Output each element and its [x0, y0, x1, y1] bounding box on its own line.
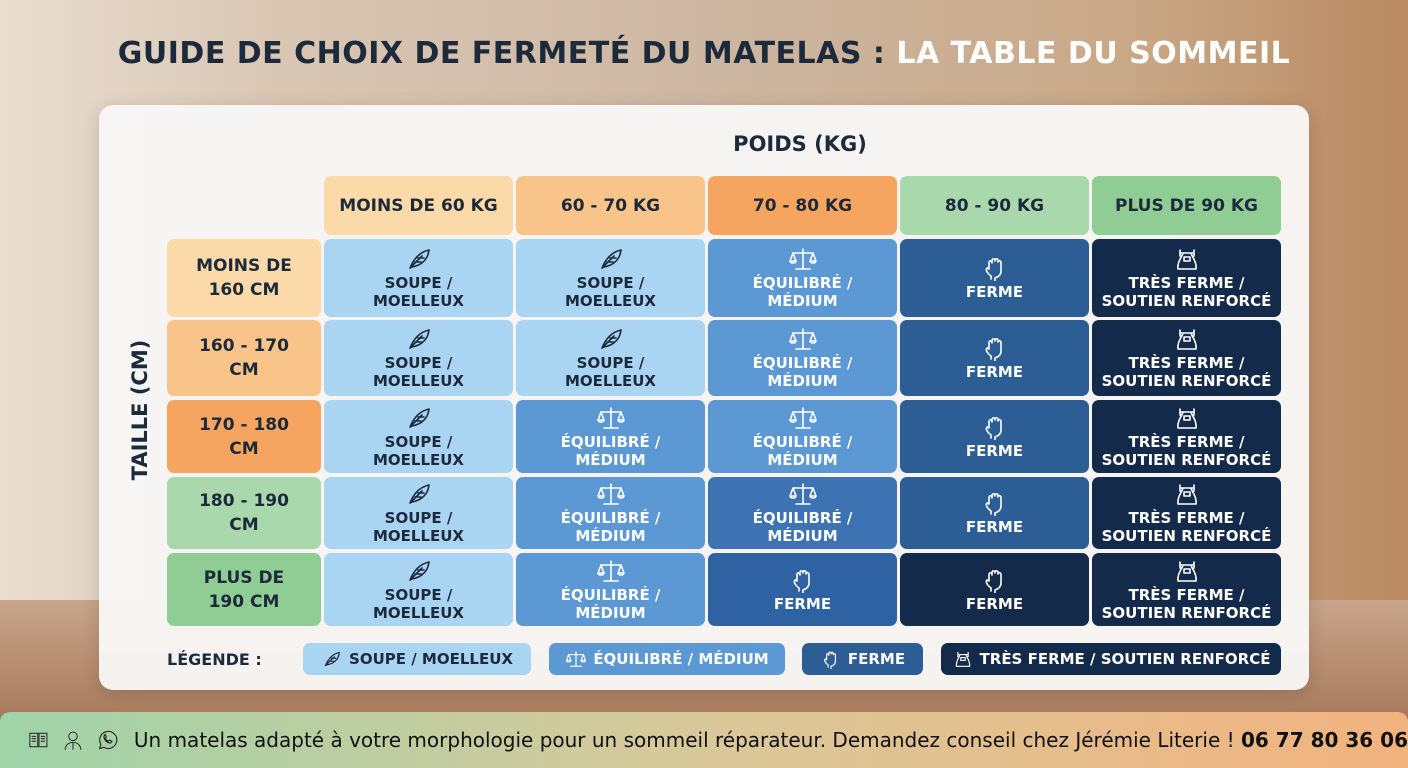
cell-equilibre: ÉQUILIBRÉ / MÉDIUM: [516, 400, 705, 473]
height-header: 180 - 190 CM: [167, 477, 321, 549]
cell-equilibre: ÉQUILIBRÉ / MÉDIUM: [516, 553, 705, 626]
cell-equilibre: ÉQUILIBRÉ / MÉDIUM: [708, 239, 897, 317]
height-header: 160 - 170 CM: [167, 320, 321, 396]
phone-number[interactable]: 06 77 80 36 06: [1241, 728, 1408, 752]
weight-header: 60 - 70 KG: [516, 176, 705, 235]
cell-ferme: FERME: [900, 553, 1089, 626]
fist-icon: [985, 569, 1002, 593]
cell-ferme: FERME: [900, 477, 1089, 549]
cell-ferme: FERME: [708, 553, 897, 626]
feather-icon: [324, 651, 340, 667]
weight-header: 80 - 90 KG: [900, 176, 1089, 235]
feather-icon: [408, 249, 430, 269]
height-header: 170 - 180 CM: [167, 400, 321, 473]
weight-header: MOINS DE 60 KG: [324, 176, 513, 235]
cell-equilibre: ÉQUILIBRÉ / MÉDIUM: [708, 477, 897, 549]
cell-ferme: FERME: [900, 239, 1089, 317]
feather-icon: [600, 249, 622, 269]
cell-soupe: SOUPE / MOELLEUX: [324, 477, 513, 549]
kettlebell-icon: [955, 651, 970, 667]
feather-icon: [408, 329, 430, 349]
kettlebell-icon: [1176, 329, 1197, 350]
kettlebell-icon: [1176, 484, 1197, 505]
scale-icon: [788, 483, 817, 505]
scale-icon: [596, 483, 625, 505]
cell-tres_ferme: TRÈS FERME / SOUTIEN RENFORCÉ: [1092, 477, 1281, 549]
cell-soupe: SOUPE / MOELLEUX: [516, 320, 705, 396]
legend-label: LÉGENDE :: [167, 650, 262, 669]
cell-equilibre: ÉQUILIBRÉ / MÉDIUM: [516, 477, 705, 549]
cell-tres_ferme: TRÈS FERME / SOUTIEN RENFORCÉ: [1092, 239, 1281, 317]
legend-item-soupe: SOUPE / MOELLEUX: [303, 643, 531, 675]
legend-item-equilibre: ÉQUILIBRÉ / MÉDIUM: [549, 643, 785, 675]
scale-icon: [788, 406, 817, 429]
scale-icon: [596, 559, 625, 582]
y-axis-label: TAILLE (CM): [128, 339, 152, 481]
cell-soupe: SOUPE / MOELLEUX: [516, 239, 705, 317]
x-axis-label: POIDS (KG): [733, 132, 867, 156]
cell-equilibre: ÉQUILIBRÉ / MÉDIUM: [708, 400, 897, 473]
fist-icon: [985, 492, 1002, 516]
cell-equilibre: ÉQUILIBRÉ / MÉDIUM: [708, 320, 897, 396]
height-header: PLUS DE 190 CM: [167, 553, 321, 626]
page-title: GUIDE DE CHOIX DE FERMETÉ DU MATELAS : L…: [0, 36, 1408, 71]
advisor-icon: [64, 731, 82, 750]
cell-soupe: SOUPE / MOELLEUX: [324, 400, 513, 473]
cell-tres_ferme: TRÈS FERME / SOUTIEN RENFORCÉ: [1092, 320, 1281, 396]
title-part2: LA TABLE DU SOMMEIL: [896, 36, 1291, 71]
feather-icon: [408, 560, 430, 581]
cell-ferme: FERME: [900, 400, 1089, 473]
legend-item-ferme: FERME: [802, 643, 923, 675]
legend-item-tres_ferme: TRÈS FERME / SOUTIEN RENFORCÉ: [941, 643, 1281, 675]
feather-icon: [408, 484, 430, 504]
fist-icon: [985, 257, 1002, 281]
scale-icon: [788, 248, 817, 270]
cell-tres_ferme: TRÈS FERME / SOUTIEN RENFORCÉ: [1092, 400, 1281, 473]
whatsapp-icon: [98, 730, 118, 750]
scale-icon: [788, 328, 817, 350]
cell-soupe: SOUPE / MOELLEUX: [324, 553, 513, 626]
kettlebell-icon: [1176, 560, 1197, 582]
cell-ferme: FERME: [900, 320, 1089, 396]
kettlebell-icon: [1176, 407, 1197, 429]
height-header: MOINS DE 160 CM: [167, 239, 321, 317]
scale-icon: [596, 406, 625, 429]
weight-header: 70 - 80 KG: [708, 176, 897, 235]
title-part1: GUIDE DE CHOIX DE FERMETÉ DU MATELAS :: [117, 36, 886, 71]
cell-tres_ferme: TRÈS FERME / SOUTIEN RENFORCÉ: [1092, 553, 1281, 626]
cell-soupe: SOUPE / MOELLEUX: [324, 320, 513, 396]
fist-icon: [793, 569, 810, 593]
footer-text: Un matelas adapté à votre morphologie po…: [133, 728, 1408, 752]
weight-header: PLUS DE 90 KG: [1092, 176, 1281, 235]
feather-icon: [600, 329, 622, 349]
cell-soupe: SOUPE / MOELLEUX: [324, 239, 513, 317]
feather-icon: [408, 407, 430, 428]
fist-icon: [823, 651, 836, 669]
kettlebell-icon: [1176, 249, 1197, 270]
footer-banner: Un matelas adapté à votre morphologie po…: [0, 712, 1408, 768]
fist-icon: [985, 337, 1002, 361]
fist-icon: [985, 416, 1002, 440]
scale-icon: [566, 651, 587, 667]
book-icon: [29, 732, 48, 748]
